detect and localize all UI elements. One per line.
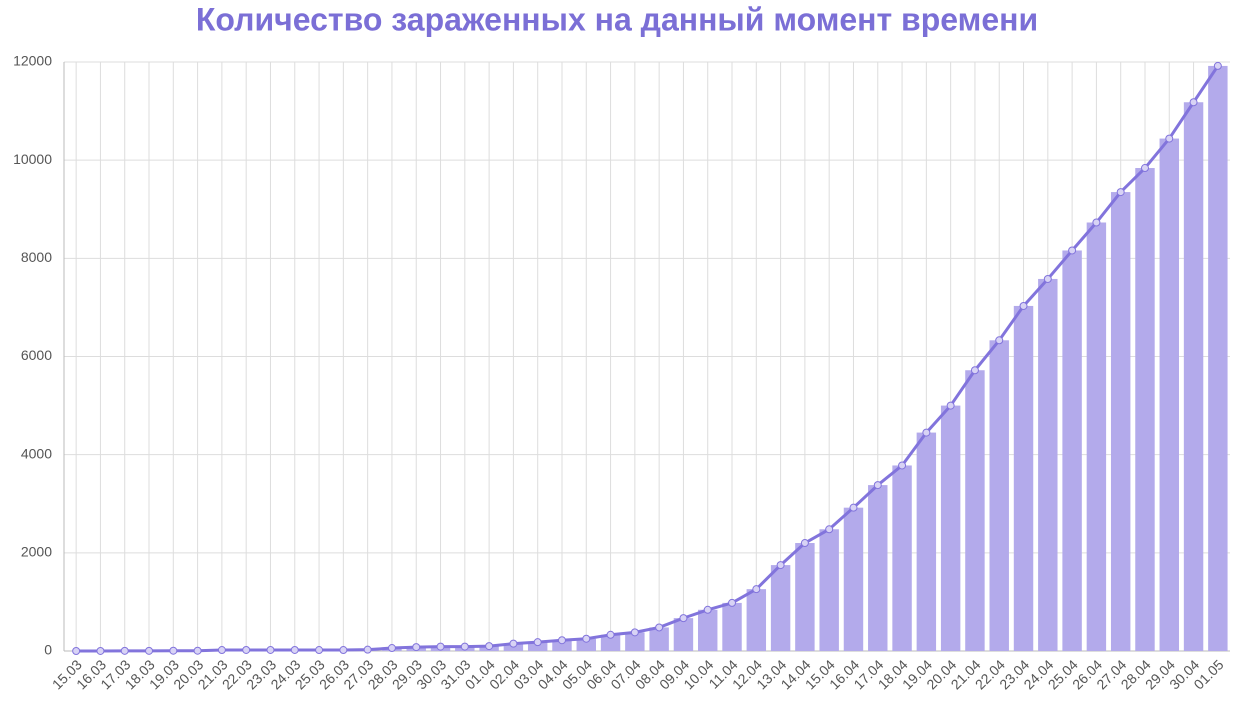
bar [747,589,766,651]
point [874,482,881,489]
y-tick-label: 0 [44,642,52,658]
point [850,504,857,511]
point [243,646,250,653]
bar [1111,192,1130,651]
bar [990,340,1009,651]
point [388,645,395,652]
point [899,462,906,469]
y-tick-label: 8000 [21,249,52,265]
point [194,647,201,654]
bar [674,618,693,651]
bar [771,565,790,651]
point [364,646,371,653]
bar [1184,102,1203,651]
point [291,646,298,653]
point [146,647,153,654]
point [218,647,225,654]
bar [1014,306,1033,651]
point [826,526,833,533]
y-tick-label: 12000 [13,53,52,69]
bar [965,370,984,651]
point [73,648,80,655]
point [996,337,1003,344]
point [437,643,444,650]
point [267,646,274,653]
y-tick-label: 2000 [21,544,52,560]
point [316,647,323,654]
point [753,586,760,593]
point [170,647,177,654]
point [971,367,978,374]
point [656,624,663,631]
bar [892,465,911,651]
point [680,615,687,622]
bar [1087,223,1106,651]
bar [941,406,960,651]
point [777,562,784,569]
point [947,402,954,409]
bar [1160,139,1179,651]
bar [1038,279,1057,651]
point [729,599,736,606]
point [1214,62,1221,69]
point [1020,302,1027,309]
point [534,639,541,646]
point [1166,135,1173,142]
point [923,429,930,436]
point [1069,247,1076,254]
point [801,540,808,547]
point [486,643,493,650]
bar [795,543,814,651]
point [413,644,420,651]
point [340,647,347,654]
y-tick-label: 4000 [21,445,52,461]
point [1190,99,1197,106]
point [631,629,638,636]
bar [722,603,741,651]
point [558,637,565,644]
point [1117,189,1124,196]
point [1141,165,1148,172]
point [1044,275,1051,282]
bar [819,529,838,651]
point [1093,219,1100,226]
point [510,640,517,647]
y-tick-label: 6000 [21,347,52,363]
bar [698,610,717,651]
bar [917,433,936,651]
bar [1135,168,1154,651]
point [461,643,468,650]
bar [844,508,863,651]
bar [1062,250,1081,651]
point [121,647,128,654]
point [607,631,614,638]
bar [1208,66,1227,651]
point [97,647,104,654]
bar [868,485,887,651]
point [583,635,590,642]
point [704,606,711,613]
chart-title: Количество зараженных на данный момент в… [196,1,1038,37]
y-tick-label: 10000 [13,151,52,167]
